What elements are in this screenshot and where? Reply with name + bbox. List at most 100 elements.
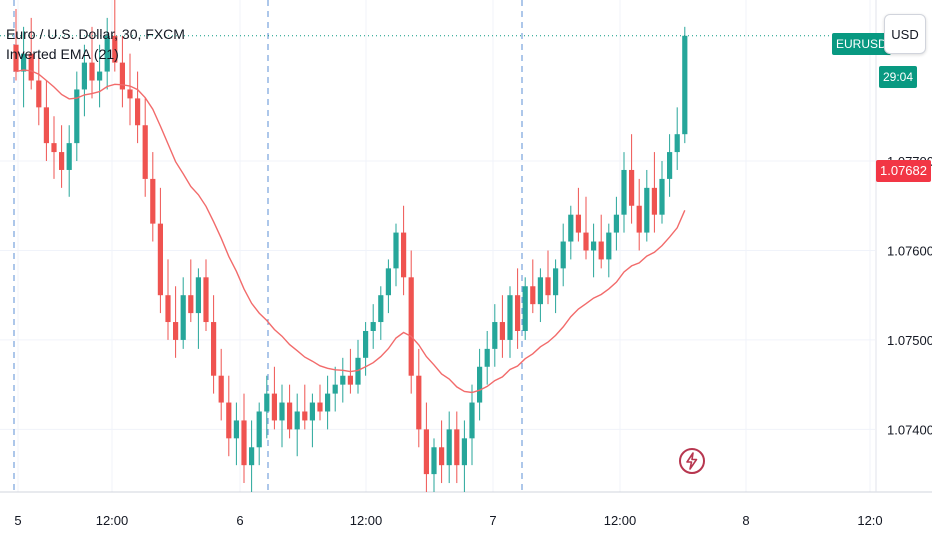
- candle-up: [325, 393, 331, 412]
- candle-up: [385, 268, 391, 296]
- candle-down: [416, 375, 422, 430]
- y-tick-label: 1.07400: [887, 422, 932, 437]
- candle-down: [499, 322, 505, 340]
- candle-up: [537, 277, 543, 305]
- candle-up: [104, 35, 110, 72]
- indicator-title: Inverted EMA (21): [6, 46, 119, 62]
- candle-down: [150, 178, 156, 224]
- x-tick-label: 12:0: [857, 513, 882, 528]
- candle-up: [264, 393, 270, 412]
- candle-down: [28, 53, 34, 81]
- candle-down: [241, 420, 247, 466]
- candle-up: [446, 429, 452, 466]
- candle-up: [97, 71, 103, 81]
- x-tick-label: 7: [489, 513, 496, 528]
- candle-down: [545, 277, 551, 296]
- candle-down: [636, 205, 642, 233]
- candle-down: [598, 241, 604, 260]
- ema-line: [15, 69, 686, 394]
- candle-down: [317, 402, 323, 412]
- lightning-icon[interactable]: [677, 446, 707, 476]
- chart-legend: Euro / U.S. Dollar, 30, FXCM Inverted EM…: [6, 24, 185, 64]
- candle-down: [287, 402, 293, 430]
- candle-down: [651, 187, 657, 215]
- candle-up: [21, 53, 27, 72]
- candle-down: [515, 295, 521, 331]
- candle-down: [43, 107, 49, 144]
- countdown-badge: 29:04: [879, 66, 918, 88]
- symbol-price-badge: EURUSD: [832, 33, 891, 55]
- candle-up: [553, 268, 559, 296]
- candle-up: [363, 330, 369, 358]
- candle-down: [13, 44, 19, 72]
- x-tick-label: 8: [742, 513, 749, 528]
- candle-up: [461, 438, 467, 466]
- candle-down: [173, 322, 179, 340]
- candle-up: [477, 366, 483, 403]
- x-tick-label: 12:00: [96, 513, 129, 528]
- candle-down: [119, 62, 125, 90]
- candle-down: [408, 277, 414, 376]
- candle-down: [629, 169, 635, 206]
- x-tick-label: 5: [14, 513, 21, 528]
- candle-up: [613, 214, 619, 233]
- candle-up: [249, 447, 255, 466]
- candle-down: [401, 232, 407, 278]
- candle-up: [74, 89, 80, 144]
- candle-up: [682, 35, 688, 135]
- candle-up: [393, 232, 399, 269]
- x-tick-label: 6: [236, 513, 243, 528]
- lightning-icon-glyph: [679, 448, 705, 474]
- candle-up: [560, 241, 566, 269]
- candle-up: [591, 241, 597, 251]
- candle-up: [659, 178, 665, 215]
- candle-up: [355, 357, 361, 385]
- symbol-title: Euro / U.S. Dollar, 30, FXCM: [6, 26, 185, 42]
- candle-up: [180, 295, 186, 340]
- candle-down: [211, 322, 217, 376]
- candle-down: [347, 375, 353, 385]
- candle-up: [522, 286, 528, 331]
- candle-down: [575, 214, 581, 233]
- candle-down: [439, 447, 445, 466]
- candle-down: [454, 429, 460, 466]
- candle-down: [89, 62, 95, 81]
- y-tick-label: 1.07600: [887, 243, 932, 258]
- x-tick-label: 12:00: [604, 513, 637, 528]
- candle-down: [302, 411, 308, 421]
- candle-up: [81, 62, 87, 90]
- candle-up: [492, 322, 498, 349]
- candle-up: [431, 447, 437, 475]
- candle-up: [233, 420, 239, 439]
- candle-up: [568, 214, 574, 242]
- candle-down: [188, 295, 194, 314]
- candle-down: [127, 89, 133, 99]
- candle-down: [583, 232, 589, 251]
- candle-up: [340, 375, 346, 385]
- y-tick-label: 1.07500: [887, 333, 932, 348]
- candle-down: [36, 80, 42, 108]
- candle-up: [621, 169, 627, 215]
- candle-up: [332, 384, 338, 394]
- candle-up: [484, 348, 490, 367]
- candle-down: [226, 402, 232, 439]
- currency-button[interactable]: USD: [884, 14, 926, 54]
- x-tick-label: 12:00: [350, 513, 383, 528]
- candle-up: [606, 232, 612, 260]
- candle-down: [423, 429, 429, 475]
- candle-up: [66, 143, 72, 170]
- candle-down: [112, 35, 118, 63]
- candle-down: [203, 277, 209, 323]
- candle-up: [256, 411, 262, 448]
- candle-down: [157, 223, 163, 296]
- candle-up: [370, 322, 376, 331]
- candle-up: [674, 134, 680, 153]
- candle-down: [59, 152, 65, 170]
- candle-up: [507, 295, 513, 340]
- candle-down: [218, 375, 224, 403]
- candle-down: [51, 143, 57, 153]
- candle-down: [135, 98, 141, 126]
- candle-up: [644, 187, 650, 233]
